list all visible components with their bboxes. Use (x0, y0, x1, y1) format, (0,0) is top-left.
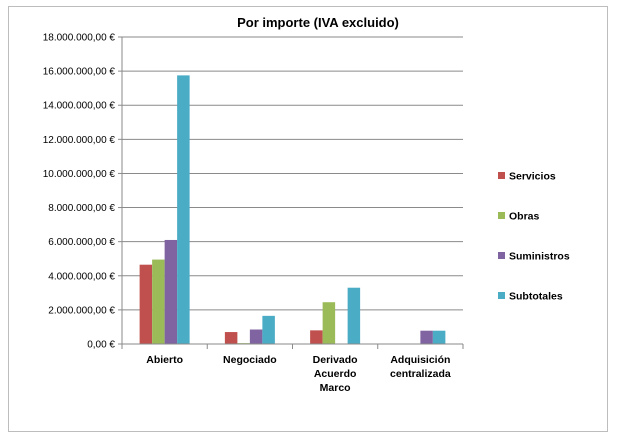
bar (347, 287, 361, 344)
y-tick-label: 16.000.000,00 € (43, 67, 116, 78)
bar (224, 332, 238, 344)
x-tick-label: Abierto (146, 354, 183, 366)
legend-label: Suministros (509, 251, 570, 263)
legend-swatch (498, 292, 505, 299)
legend-label: Subtotales (509, 291, 563, 303)
y-tick-label: 4.000.000,00 € (48, 271, 115, 282)
legend-swatch (498, 172, 505, 179)
bar (249, 329, 263, 344)
chart-frame (8, 6, 608, 432)
bars (139, 75, 446, 344)
x-tick-label: Derivado Acuerdo Marco (313, 354, 358, 394)
legend-label: Obras (509, 211, 540, 223)
x-axis: Abierto Negociado Derivado Acuerdo Marco Adqu… (121, 343, 464, 394)
legend-label: Servicios (509, 171, 556, 183)
legend: Servicios Obras Suministros Subtotales (498, 171, 570, 303)
y-tick-label: 12.000.000,00 € (43, 135, 116, 146)
y-tick-label: 6.000.000,00 € (48, 237, 115, 248)
y-tick-label: 10.000.000,00 € (43, 169, 116, 180)
chart-title: Por importe (IVA excluido) (237, 15, 399, 30)
bar (164, 239, 178, 344)
x-tick-label: Negociado (223, 354, 277, 366)
y-tick-label: 18.000.000,00 € (43, 33, 116, 44)
y-tick-label: 2.000.000,00 € (48, 305, 115, 316)
y-tick-label: 0,00 € (87, 340, 115, 351)
bar (420, 330, 433, 344)
bar (177, 75, 190, 344)
y-axis: 0,00 € 2.000.000,00 € 4.000.000,00 € 6.000.… (43, 33, 123, 351)
bar (262, 315, 275, 344)
bar (432, 330, 446, 344)
y-tick-label: 14.000.000,00 € (43, 101, 116, 112)
legend-swatch (498, 212, 505, 219)
legend-swatch (498, 252, 505, 259)
bar (152, 259, 165, 344)
x-tick-label: Adquisición centralizada (390, 354, 451, 380)
bar (322, 302, 336, 344)
bar (310, 330, 323, 344)
y-tick-label: 8.000.000,00 € (48, 203, 115, 214)
bar (139, 264, 153, 344)
